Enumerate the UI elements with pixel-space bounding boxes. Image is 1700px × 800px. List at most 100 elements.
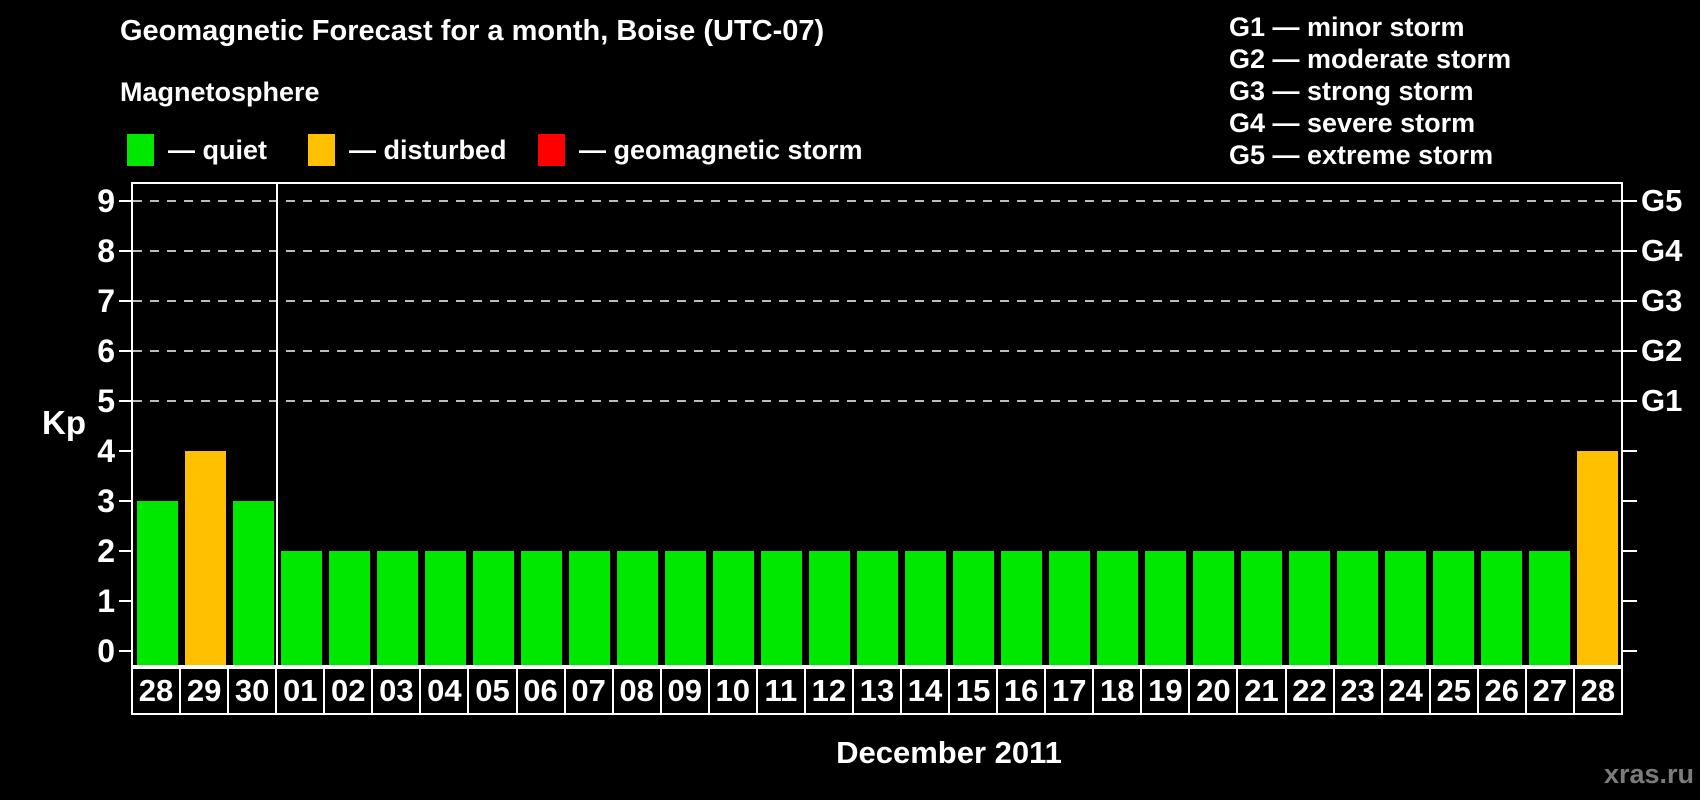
kp-bar-day-03 (376, 551, 418, 665)
kp-bar-day-12 (808, 551, 850, 665)
kp-bar-day-20 (1192, 551, 1234, 665)
storm-scale-g2: G2 — moderate storm (1229, 44, 1512, 74)
kp-bar-day-09 (664, 551, 706, 665)
kp-bar-day-04 (424, 551, 466, 665)
date-label-cell-20: 18 (1092, 669, 1140, 713)
right-axis-label-g1: G1 (1641, 383, 1683, 418)
y-axis-title: Kp (42, 404, 86, 441)
date-label-cell-18: 16 (996, 669, 1044, 713)
right-axis-tick (1621, 200, 1637, 202)
kp-bar-day-27 (1528, 551, 1570, 665)
date-label-cell-15: 13 (851, 669, 900, 713)
kp-bar-day-07 (568, 551, 610, 665)
left-axis-tick (119, 400, 132, 402)
left-axis-tick (119, 600, 132, 602)
kp-bar-day-29 (184, 451, 226, 665)
legend-item-quiet: — quiet (127, 133, 267, 167)
date-label-cell-6: 04 (419, 669, 467, 713)
kp-bar-day-05 (472, 551, 514, 665)
left-axis-tick (119, 450, 132, 452)
legend-label-disturbed: — disturbed (349, 134, 507, 165)
right-axis-tick (1621, 300, 1637, 302)
kp-bar-day-16 (1000, 551, 1042, 665)
kp-bar-day-19 (1144, 551, 1186, 665)
date-label-cell-27: 25 (1428, 669, 1477, 713)
y-axis-tick-label-9: 9 (97, 182, 115, 219)
kp-bar-day-24 (1384, 551, 1426, 665)
y-axis-tick-label-2: 2 (97, 532, 115, 569)
date-label-cell-10: 08 (611, 669, 660, 713)
storm-scale-g3: G3 — strong storm (1229, 76, 1474, 106)
left-axis-tick (119, 300, 132, 302)
right-axis-label-g4: G4 (1641, 233, 1683, 268)
kp-bar-day-21 (1240, 551, 1282, 665)
kp-bar-day-28 (1576, 451, 1618, 665)
kp-bar-day-02 (328, 551, 370, 665)
right-axis-tick (1621, 500, 1637, 502)
date-label-cell-19: 17 (1044, 669, 1092, 713)
right-axis-tick (1621, 350, 1637, 352)
right-axis-tick (1621, 250, 1637, 252)
y-axis-tick-label-7: 7 (97, 282, 115, 319)
y-axis-tick-label-0: 0 (97, 632, 115, 669)
right-axis-tick (1621, 450, 1637, 452)
kp-bar-day-14 (904, 551, 946, 665)
kp-bar-day-15 (952, 551, 994, 665)
date-label-cell-21: 19 (1140, 669, 1188, 713)
date-label-cell-12: 10 (707, 669, 756, 713)
magnetosphere-label: Magnetosphere (120, 77, 320, 107)
left-axis-tick (119, 650, 132, 652)
left-axis-tick (119, 500, 132, 502)
storm-scale-g4: G4 — severe storm (1229, 108, 1476, 138)
date-label-cell-13: 11 (755, 669, 804, 713)
kp-bar-day-26 (1480, 551, 1522, 665)
date-label-cell-25: 23 (1332, 669, 1381, 713)
left-axis-tick (119, 200, 132, 202)
kp-bar-day-08 (616, 551, 658, 665)
kp-bar-day-11 (760, 551, 802, 665)
y-axis-tick-label-6: 6 (97, 332, 115, 369)
date-label-cell-2: 30 (227, 669, 275, 713)
left-axis-tick (119, 550, 132, 552)
legend-item-disturbed: — disturbed (308, 133, 507, 167)
kp-bar-day-13 (856, 551, 898, 665)
date-label-cell-11: 09 (659, 669, 708, 713)
date-label-cell-1: 29 (179, 669, 227, 713)
date-label-cell-30: 28 (1572, 669, 1621, 713)
date-label-cell-22: 20 (1188, 669, 1236, 713)
storm-scale-legend: G1 — minor storm G2 — moderate storm G3 … (1229, 11, 1511, 171)
date-label-cell-7: 05 (467, 669, 515, 713)
left-axis-tick (119, 350, 132, 352)
y-axis-tick-label-4: 4 (97, 432, 115, 469)
date-label-cell-17: 15 (948, 669, 996, 713)
date-label-cell-28: 26 (1476, 669, 1525, 713)
legend-label-storm: — geomagnetic storm (579, 134, 863, 165)
date-label-cell-14: 12 (803, 669, 852, 713)
kp-bar-day-01 (280, 551, 322, 665)
disturbed-color-swatch (308, 134, 335, 166)
date-label-cell-29: 27 (1524, 669, 1573, 713)
gridline-kp9 (133, 200, 1621, 202)
kp-bar-day-18 (1096, 551, 1138, 665)
right-axis-tick (1621, 550, 1637, 552)
storm-scale-g5: G5 — extreme storm (1229, 140, 1494, 170)
date-label-cell-4: 02 (323, 669, 371, 713)
right-axis-label-g2: G2 (1641, 333, 1683, 368)
right-axis-tick (1621, 600, 1637, 602)
date-label-cell-16: 14 (900, 669, 948, 713)
gridline-kp7 (133, 300, 1621, 302)
legend-label-quiet: — quiet (168, 134, 267, 165)
gridline-kp8 (133, 250, 1621, 252)
date-label-cell-5: 03 (371, 669, 419, 713)
x-axis-title: December 2011 (836, 735, 1062, 770)
kp-bar-day-06 (520, 551, 562, 665)
month-separator-line (276, 184, 278, 665)
gridline-kp6 (133, 350, 1621, 352)
date-label-cell-8: 06 (515, 669, 564, 713)
plot-area (131, 182, 1623, 667)
watermark: xras.ru (1603, 759, 1694, 789)
page-title: Geomagnetic Forecast for a month, Boise … (120, 15, 825, 47)
quiet-color-swatch (127, 134, 154, 166)
date-label-cell-26: 24 (1380, 669, 1429, 713)
right-axis-label-g3: G3 (1641, 283, 1683, 318)
